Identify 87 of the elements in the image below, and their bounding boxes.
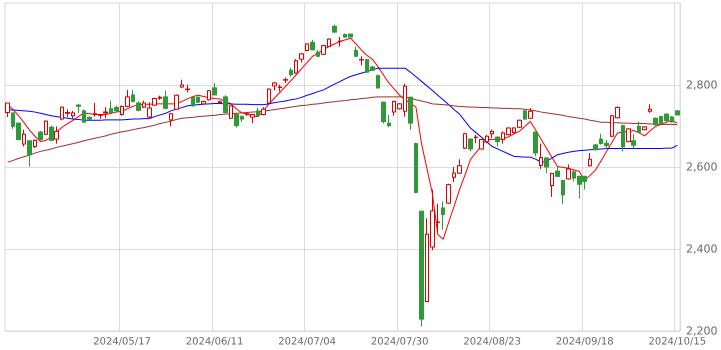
y-tick-label: 2,800 <box>686 78 718 92</box>
candlestick <box>631 134 636 150</box>
candlestick <box>163 90 168 110</box>
x-tick-label: 2024/06/11 <box>186 336 244 348</box>
candlestick <box>408 96 413 130</box>
candlestick <box>566 164 571 180</box>
candlestick <box>419 210 424 327</box>
candlestick <box>387 114 391 128</box>
x-tick-label: 2024/09/18 <box>556 336 614 348</box>
candlestick <box>54 126 59 144</box>
candlestick <box>44 120 48 136</box>
candlestick <box>185 84 190 93</box>
candlestick <box>131 89 135 103</box>
candlestick <box>626 128 631 143</box>
x-tick-label: 2024/10/15 <box>648 336 706 348</box>
x-tick-label: 2024/05/17 <box>93 336 151 348</box>
line-series <box>7 68 678 163</box>
candlestick <box>147 102 152 120</box>
candlestick <box>316 50 320 58</box>
candlestick <box>550 172 554 198</box>
line-series <box>7 38 678 240</box>
candlestick <box>332 24 337 34</box>
candlestick <box>446 183 451 204</box>
candlestick <box>648 104 652 114</box>
candlestick <box>555 166 560 178</box>
candlestick <box>207 89 211 102</box>
x-tick-label: 2024/07/30 <box>370 336 428 348</box>
candlestick <box>539 143 543 170</box>
candlestick <box>136 100 141 112</box>
candlestick <box>381 100 386 124</box>
candlestick <box>359 56 364 66</box>
candlestick <box>517 118 522 129</box>
candlestick <box>354 46 358 58</box>
candlestick <box>223 94 228 114</box>
candlestick <box>495 136 500 147</box>
candlestick <box>463 132 467 150</box>
candlestick <box>38 130 43 142</box>
candlestick <box>474 134 478 144</box>
candlestick <box>305 42 309 52</box>
candlestick <box>528 107 533 120</box>
candlestick <box>169 112 173 127</box>
candlestick <box>441 200 445 230</box>
y-tick-label: 2,400 <box>686 242 718 256</box>
candlestick <box>218 100 222 104</box>
candlestick <box>289 67 293 78</box>
candlestick <box>212 82 217 96</box>
candlestick <box>272 81 277 91</box>
candlestick <box>283 77 288 84</box>
x-tick-label: 2024/08/23 <box>463 336 522 348</box>
candlestick <box>376 74 380 90</box>
candlestick <box>642 126 647 132</box>
candlestick <box>201 100 206 106</box>
candlestick <box>76 103 81 114</box>
candlestick <box>5 102 10 118</box>
candlestick <box>675 110 680 116</box>
candlestick <box>256 107 260 117</box>
candlestick <box>22 129 26 147</box>
candlestick <box>103 106 108 119</box>
line-series <box>7 96 678 163</box>
candlestick <box>544 156 549 174</box>
candlestick <box>533 130 538 157</box>
candlestick <box>310 39 315 52</box>
candlestick <box>267 88 271 104</box>
candlestick <box>414 142 418 194</box>
candlestick <box>523 110 527 120</box>
candlestick <box>338 36 342 47</box>
candlestick <box>278 84 282 92</box>
candlestick <box>588 152 592 168</box>
candlestick <box>49 125 54 141</box>
candlestick <box>593 144 598 152</box>
y-tick-label: 2,200 <box>686 324 718 338</box>
candlestick <box>229 104 233 120</box>
candlestick <box>33 139 37 149</box>
candlestick <box>468 138 473 152</box>
x-tick-label: 2024/07/04 <box>278 336 336 348</box>
candlestick <box>490 129 494 138</box>
candlestick <box>174 94 179 111</box>
candlestick <box>621 124 625 152</box>
candlestick <box>637 120 641 134</box>
candlestick <box>180 79 184 88</box>
candlestick <box>142 100 146 108</box>
candlestick <box>261 106 266 116</box>
candlestick <box>294 58 298 74</box>
candlestick <box>299 52 304 63</box>
y-tick-label: 2,600 <box>686 160 718 174</box>
candlestick <box>27 140 32 168</box>
candlestick <box>561 179 565 204</box>
